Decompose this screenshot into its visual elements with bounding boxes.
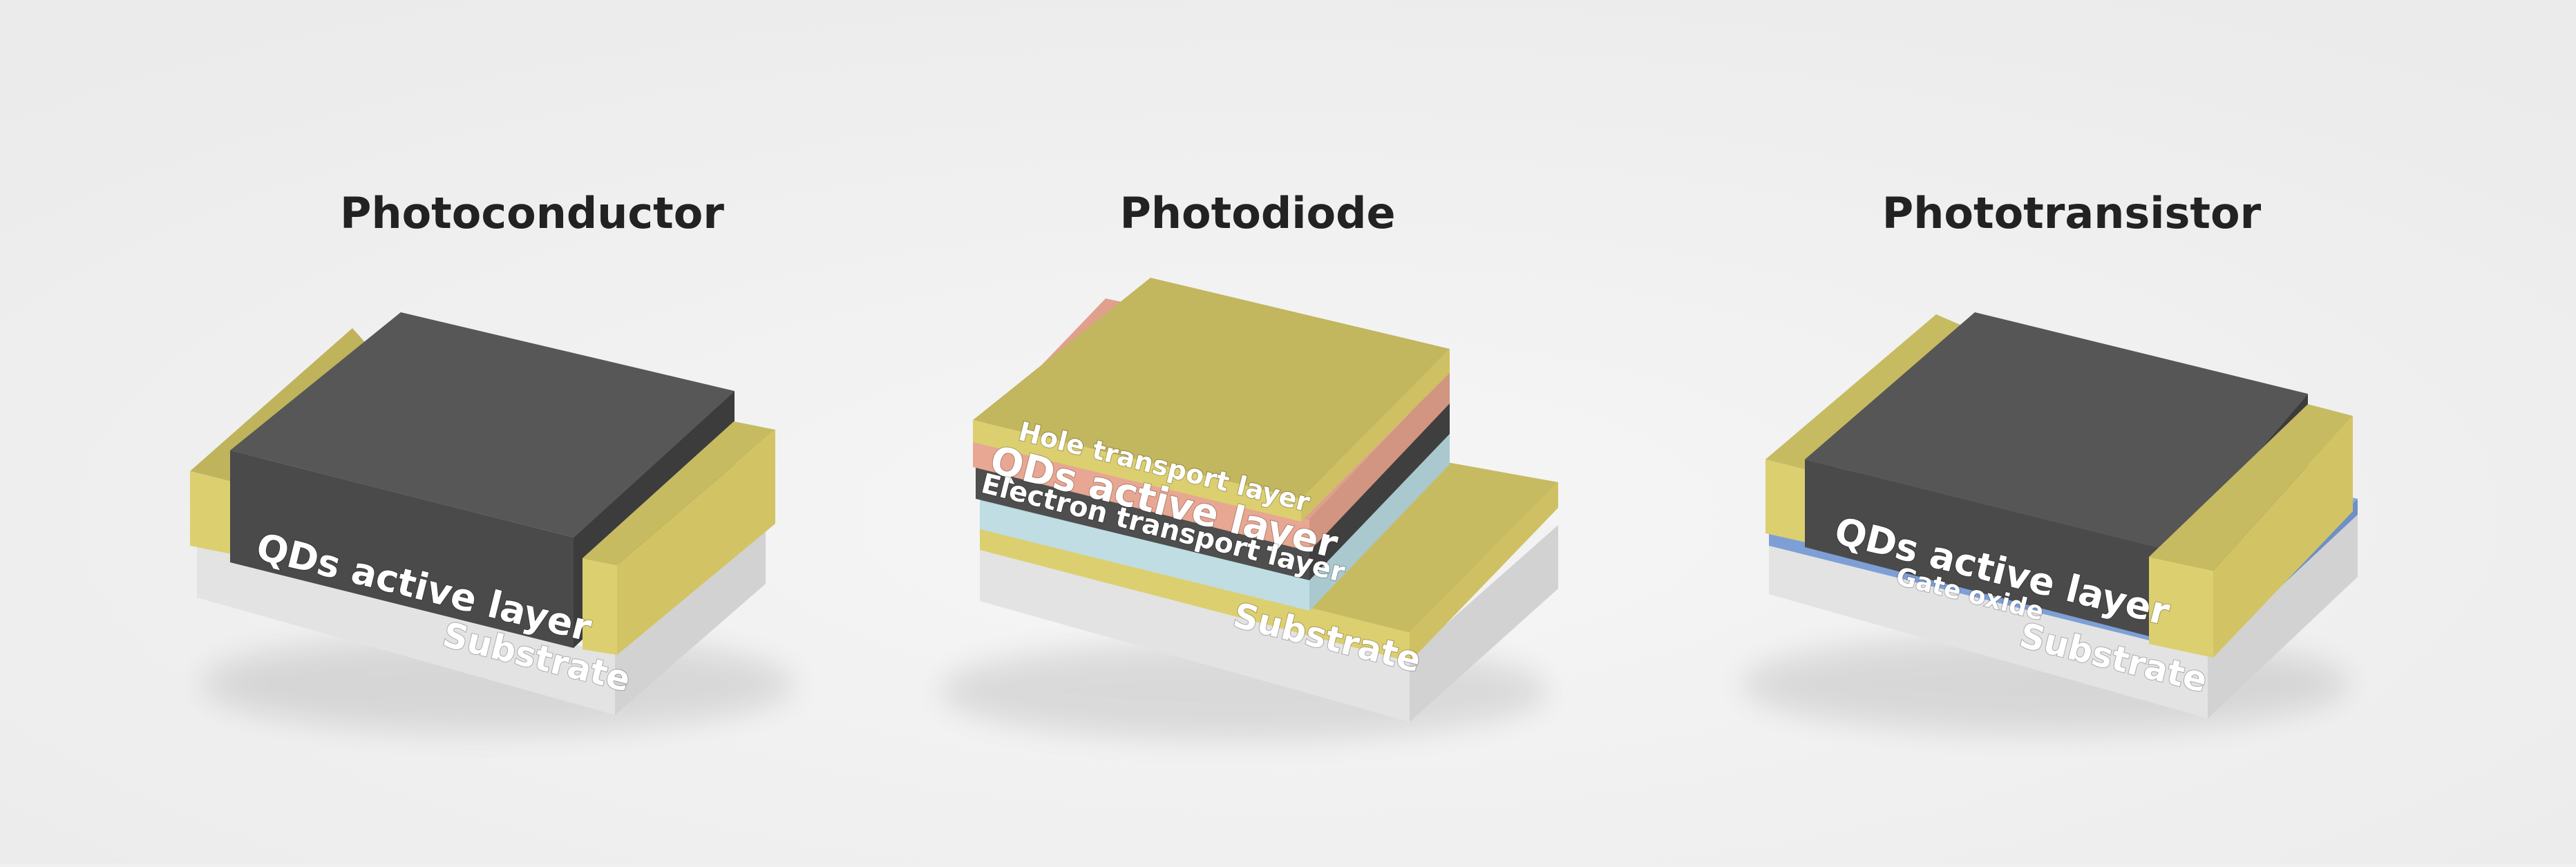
photodiode-title: Photodiode (1119, 188, 1395, 238)
photoconductor-left-electrode (190, 328, 380, 554)
photoconductor-title: Photoconductor (340, 188, 724, 238)
phototransistor-right-electrode (2149, 404, 2353, 658)
photoconductor-right-electrode (583, 421, 775, 655)
photodiode-top-electrode (973, 278, 1450, 522)
photodiode-device: Photodiode (940, 188, 1558, 739)
phototransistor-device: Phototransistor (1741, 188, 2358, 732)
phototransistor-title: Phototransistor (1882, 188, 2262, 238)
